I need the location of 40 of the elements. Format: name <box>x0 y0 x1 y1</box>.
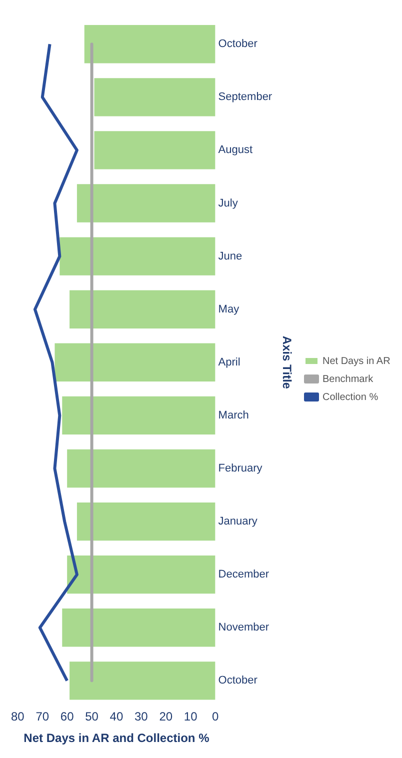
y-tick-label: November <box>218 622 270 634</box>
y-tick-label: December <box>218 568 270 581</box>
x-tick-label: 10 <box>184 710 198 724</box>
bar <box>67 555 216 594</box>
legend-label: Benchmark <box>322 374 374 385</box>
y-axis-title: Axis Title <box>280 336 294 390</box>
bar <box>94 131 216 170</box>
y-tick-label: January <box>218 516 258 528</box>
bar <box>60 237 216 276</box>
bar <box>70 662 216 700</box>
x-tick-label: 80 <box>10 710 25 724</box>
y-tick-label: March <box>218 409 249 422</box>
bar <box>70 290 216 328</box>
bar <box>62 608 216 647</box>
x-axis-title: Net Days in AR and Collection % <box>24 731 210 746</box>
bar <box>76 502 216 541</box>
y-tick-label: April <box>218 356 240 368</box>
y-tick-label: October <box>218 674 258 687</box>
bar <box>54 343 216 382</box>
x-tick-label: 30 <box>134 710 148 724</box>
bar <box>76 184 216 222</box>
y-tick-label: September <box>218 91 272 104</box>
x-tick-label: 40 <box>110 710 124 724</box>
legend-label: Net Days in AR <box>322 356 390 367</box>
y-tick-label: February <box>218 462 263 475</box>
y-tick-label: July <box>218 197 238 210</box>
y-tick-label: October <box>218 38 258 50</box>
x-tick-label: 0 <box>212 710 219 724</box>
bar <box>94 78 216 116</box>
y-tick-label: August <box>218 144 253 156</box>
bar <box>67 449 216 488</box>
bar <box>62 396 216 435</box>
x-tick-label: 50 <box>85 710 99 724</box>
x-tick-label: 70 <box>36 710 50 724</box>
x-tick-label: 60 <box>60 710 74 724</box>
y-tick-label: June <box>218 250 242 262</box>
bar <box>84 25 216 64</box>
x-tick-label: 20 <box>159 710 173 724</box>
legend-label: Collection % <box>322 392 378 403</box>
y-tick-label: May <box>218 303 240 316</box>
